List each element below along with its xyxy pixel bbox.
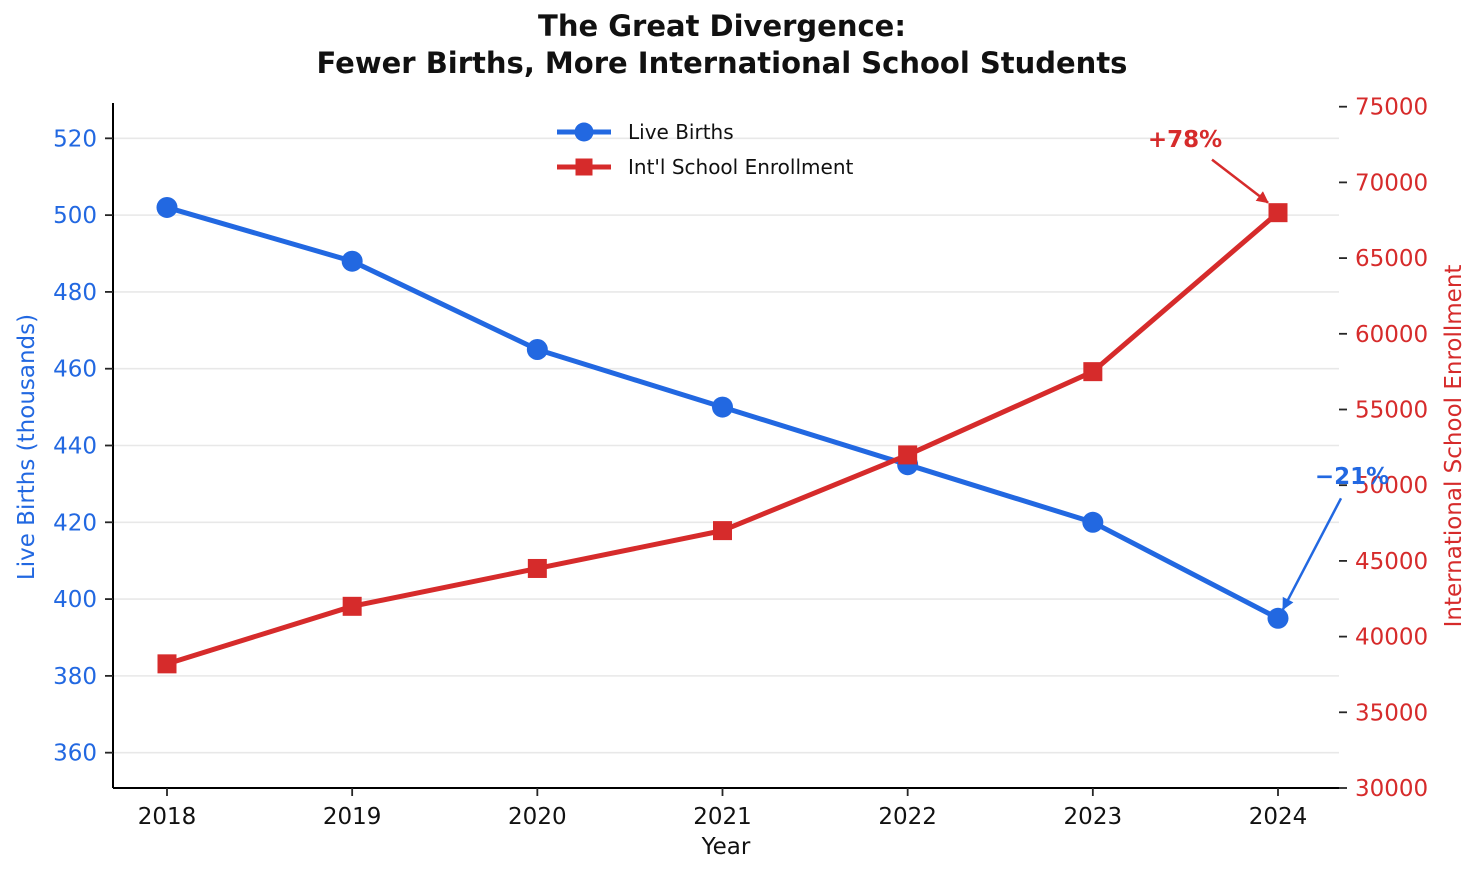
chart-title: The Great Divergence: Fewer Births, More… (0, 8, 1444, 82)
left-tick-label: 480 (53, 280, 97, 306)
point-2021-left (712, 396, 733, 418)
legend: Live Births Int'l School Enrollment (556, 114, 853, 184)
right-tick-label: 70000 (1355, 170, 1428, 196)
right-tick-label: 40000 (1355, 625, 1428, 651)
left-tick-label: 380 (53, 664, 97, 690)
annotation-arrow (1281, 497, 1343, 611)
point-2020-left (526, 339, 548, 361)
left-tick-label: 500 (53, 203, 97, 229)
left-axis-title: Live Births (thousands) (14, 313, 40, 581)
x-tick-label: 2021 (693, 804, 752, 830)
left-tick-label: 360 (53, 741, 97, 767)
right-tick-label: 60000 (1355, 322, 1428, 348)
live-births-legend-marker-icon (556, 120, 612, 144)
series-line-int-l-school-enrollment (164, 210, 1281, 667)
x-tick-label: 2023 (1064, 804, 1123, 830)
left-tick-label: 440 (53, 434, 97, 460)
chart-title-line1: The Great Divergence: (538, 9, 906, 43)
point-2018-left (156, 196, 178, 218)
right-tick-label: 55000 (1355, 397, 1428, 423)
x-axis-title: Year (701, 834, 751, 860)
legend-label-enrollment: Int'l School Enrollment (628, 154, 854, 179)
x-tick-label: 2020 (508, 804, 567, 830)
point-2023-right (1083, 362, 1103, 382)
point-2023-left (1082, 511, 1104, 533)
right-tick-label: 75000 (1355, 95, 1428, 121)
point-2019-left (341, 250, 363, 272)
x-tick-label: 2018 (138, 804, 197, 830)
point-2024-right (1268, 203, 1288, 223)
left-tick-label: 460 (53, 357, 97, 383)
annotation-enrollment-change: +78% (1147, 126, 1223, 153)
left-tick-label: 400 (53, 587, 97, 613)
legend-item-live-births: Live Births (556, 114, 853, 149)
right-tick-label: 30000 (1355, 776, 1428, 802)
point-2019-right (342, 596, 362, 616)
legend-label-live-births: Live Births (628, 119, 734, 144)
enrollment-legend-marker-icon (556, 155, 612, 179)
left-tick-label: 420 (53, 510, 97, 536)
right-axis-title: International School Enrollment (1441, 264, 1467, 628)
point-2021-right (713, 521, 732, 541)
x-tick-label: 2022 (878, 804, 937, 830)
annotation-births-change: −21% (1314, 464, 1390, 491)
chart-title-line2: Fewer Births, More International School … (316, 46, 1128, 80)
right-tick-label: 65000 (1355, 246, 1428, 272)
right-tick-label: 50000 (1355, 473, 1428, 499)
x-tick-label: 2019 (323, 804, 382, 830)
left-tick-label: 520 (53, 126, 97, 152)
point-2024-left (1267, 607, 1289, 629)
right-tick-label: 45000 (1355, 549, 1428, 575)
point-2020-right (527, 558, 547, 578)
annotation-arrow (1211, 158, 1269, 204)
x-tick-label: 2024 (1249, 804, 1308, 830)
point-2022-right (898, 445, 918, 465)
legend-item-enrollment: Int'l School Enrollment (556, 149, 853, 184)
point-2018-right (157, 654, 177, 674)
right-tick-label: 35000 (1355, 700, 1428, 726)
